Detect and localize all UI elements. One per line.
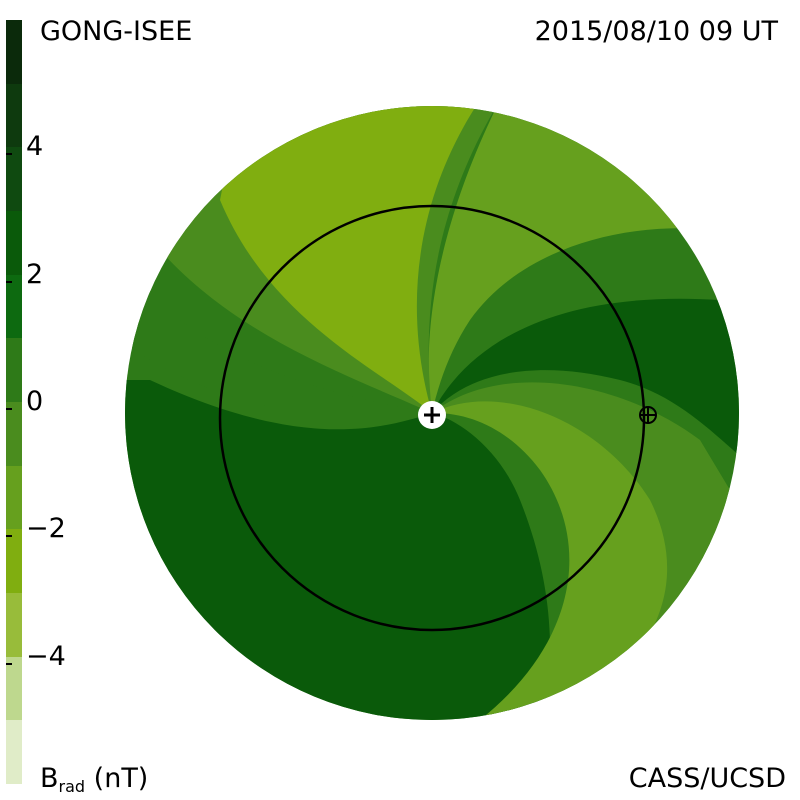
sector-negative-right [432, 401, 668, 720]
field-sectors [125, 106, 739, 720]
colorbar-band [6, 20, 22, 84]
colorbar-band [6, 338, 22, 402]
colorbar-label-sub: rad [58, 777, 86, 796]
colorbar-band [6, 465, 22, 530]
colorbar-band [6, 274, 22, 339]
sector-negative-core [220, 106, 480, 413]
earth-orbit [218, 204, 646, 632]
colorbar-label-main: B [40, 763, 59, 794]
sector-mid-left [125, 260, 432, 418]
colorbar-band [6, 210, 22, 275]
colorbar-band [6, 401, 22, 466]
sector-positive-upper [432, 298, 739, 500]
colorbar-band [6, 656, 22, 721]
colorbar-band [6, 529, 22, 593]
colorbar-tick-mark [6, 662, 12, 665]
colorbar-tick-mark [6, 153, 12, 156]
colorbar-tick-mark [6, 408, 12, 410]
colorbar-tick-label: 0 [26, 386, 44, 417]
colorbar-band [6, 147, 22, 211]
colorbar-tick-label: 2 [26, 258, 44, 290]
colorbar-tick-label: 4 [26, 131, 44, 163]
datetime-label: 2015/08/10 09 UT [534, 16, 778, 47]
source-label: GONG-ISEE [40, 16, 193, 47]
colorbar-tick-mark [6, 535, 12, 538]
colorbar-label-unit: (nT) [93, 763, 149, 794]
colorbar-band [6, 592, 22, 657]
colorbar-tick-mark [6, 280, 12, 283]
sector-positive-lower [125, 380, 550, 720]
colorbar-band [6, 720, 22, 784]
colorbar-tick-label: −4 [26, 640, 66, 672]
colorbar-tick-label: −2 [26, 513, 66, 545]
earth-cross-icon [640, 407, 656, 423]
colorbar [6, 20, 22, 784]
colorbar-label: Brad (nT) [40, 765, 148, 795]
colorbar-band [6, 83, 22, 148]
credit-label: CASS/UCSD [628, 763, 786, 794]
sun-cross-icon [424, 407, 440, 423]
